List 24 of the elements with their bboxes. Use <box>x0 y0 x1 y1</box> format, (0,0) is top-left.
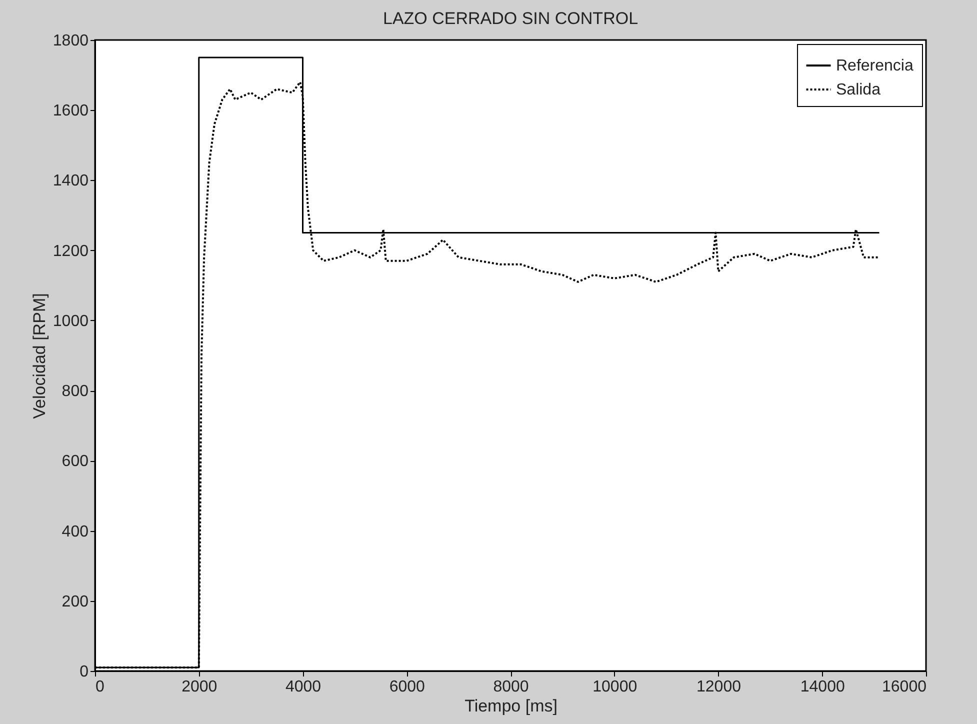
y-tick-label: 400 <box>62 523 89 540</box>
x-tick-label: 16000 <box>882 678 927 696</box>
y-tick-label: 0 <box>80 664 89 680</box>
legend-label: Referencia <box>836 58 914 74</box>
y-tick-label: 200 <box>62 593 89 610</box>
y-tick-label: 1600 <box>52 102 89 120</box>
legend-label: Salida <box>836 82 881 98</box>
x-tick-label: 10000 <box>592 678 638 696</box>
x-tick-label: 14000 <box>800 678 845 696</box>
y-tick-label: 600 <box>62 453 89 470</box>
x-tick-label: 8000 <box>493 678 529 696</box>
y-tick-label: 1400 <box>52 172 89 190</box>
x-tick-label: 0 <box>96 678 104 696</box>
x-tick-label: 12000 <box>696 678 742 696</box>
x-axis-title: Tiempo [ms] <box>464 696 558 716</box>
y-axis-title: Velocidad [RPM] <box>30 293 49 419</box>
y-tick-label: 1800 <box>52 32 89 50</box>
chart-title: LAZO CERRADO SIN CONTROL <box>382 9 638 28</box>
x-tick-label: 2000 <box>182 678 218 696</box>
x-tick-label: 6000 <box>389 678 426 696</box>
y-tick-label: 1000 <box>52 312 89 330</box>
y-tick-label: 1200 <box>52 242 89 260</box>
x-tick-label: 4000 <box>285 678 322 696</box>
y-tick-label: 800 <box>62 383 89 400</box>
